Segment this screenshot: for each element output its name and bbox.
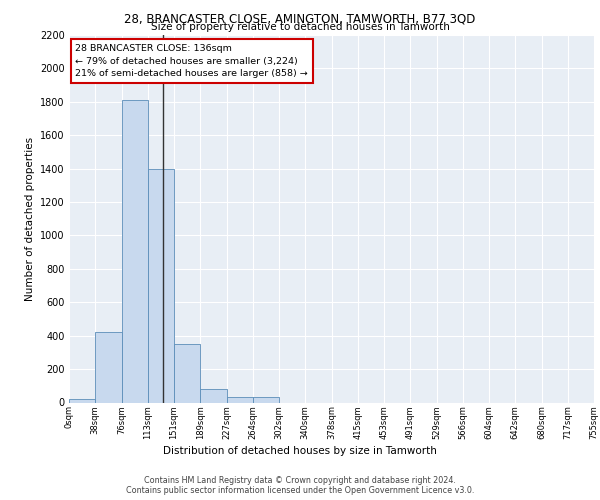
Bar — [253, 398, 279, 402]
Text: 28 BRANCASTER CLOSE: 136sqm
← 79% of detached houses are smaller (3,224)
21% of : 28 BRANCASTER CLOSE: 136sqm ← 79% of det… — [76, 44, 308, 78]
Text: Size of property relative to detached houses in Tamworth: Size of property relative to detached ho… — [151, 22, 449, 32]
Bar — [227, 398, 253, 402]
Bar — [95, 332, 121, 402]
Text: Distribution of detached houses by size in Tamworth: Distribution of detached houses by size … — [163, 446, 437, 456]
Bar — [148, 168, 174, 402]
Y-axis label: Number of detached properties: Number of detached properties — [25, 136, 35, 301]
Text: Contains public sector information licensed under the Open Government Licence v3: Contains public sector information licen… — [126, 486, 474, 495]
Text: Contains HM Land Registry data © Crown copyright and database right 2024.: Contains HM Land Registry data © Crown c… — [144, 476, 456, 485]
Bar — [69, 399, 95, 402]
Bar — [200, 389, 227, 402]
Bar — [174, 344, 200, 403]
Bar — [121, 100, 148, 402]
Text: 28, BRANCASTER CLOSE, AMINGTON, TAMWORTH, B77 3QD: 28, BRANCASTER CLOSE, AMINGTON, TAMWORTH… — [124, 12, 476, 26]
